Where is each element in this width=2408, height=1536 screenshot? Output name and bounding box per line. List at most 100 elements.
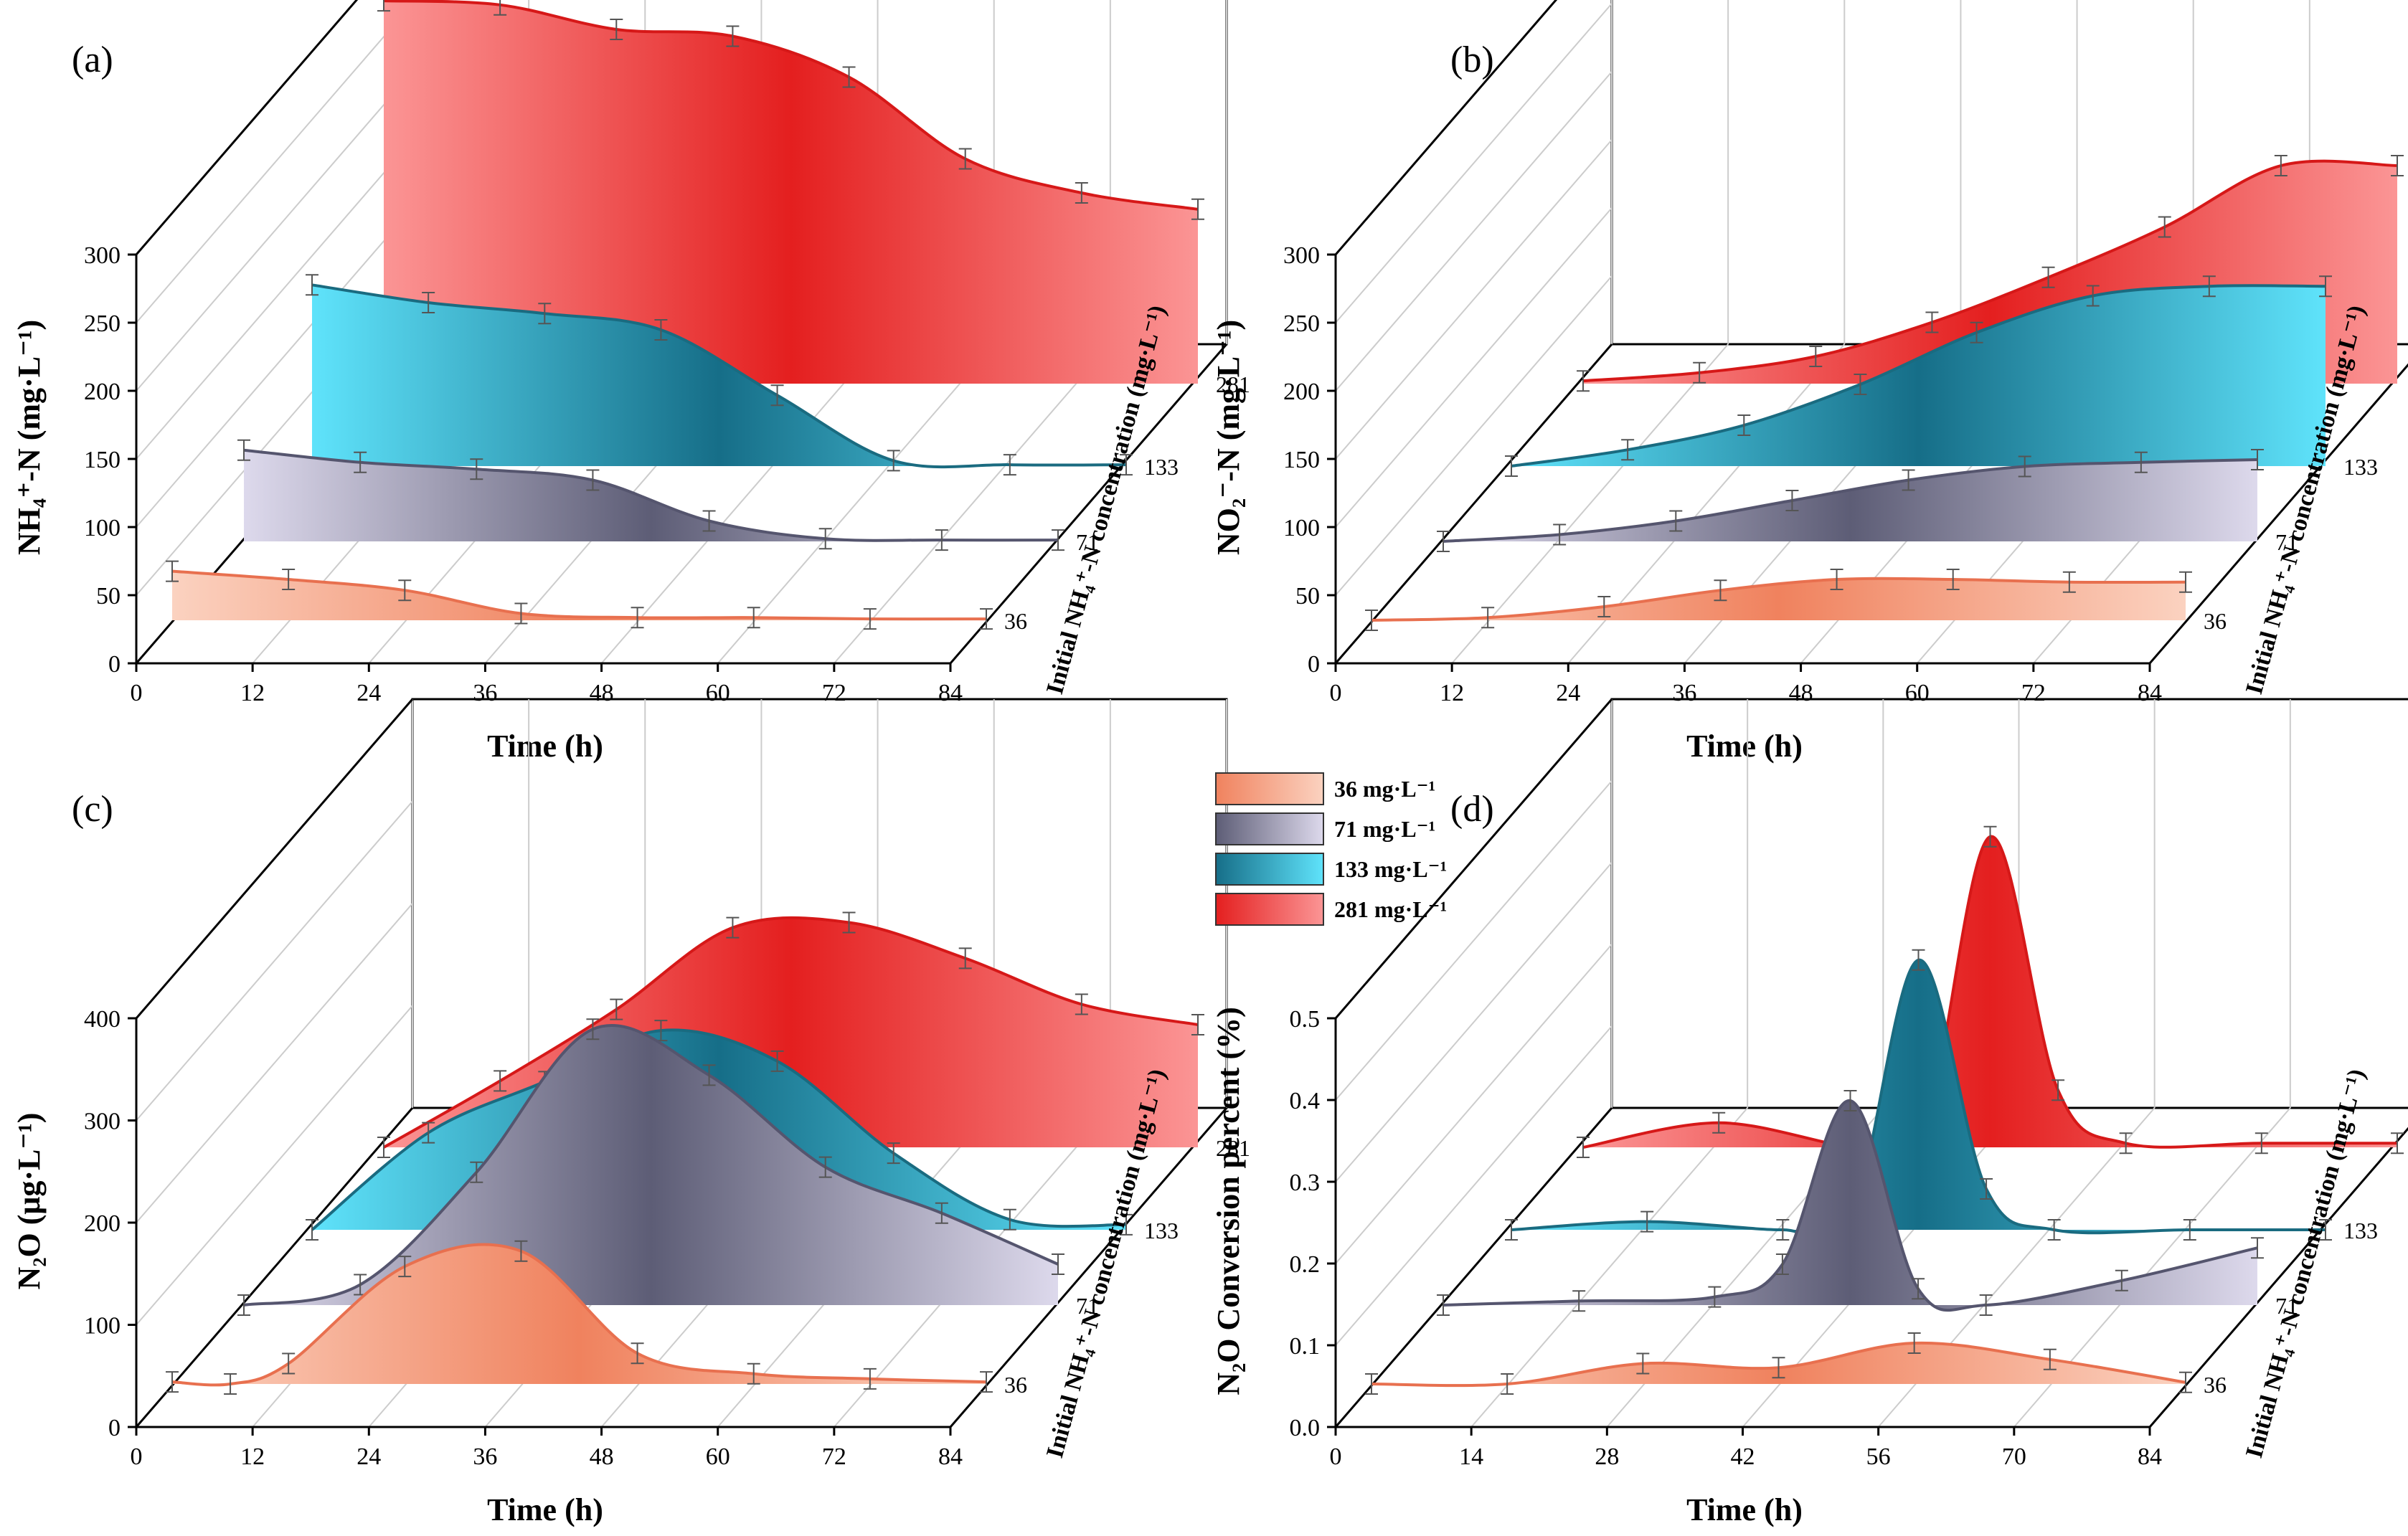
side-grid-y-4 (136, 71, 413, 392)
error-bar-133-0 (306, 1219, 318, 1241)
error-bar-71-2 (1708, 1286, 1722, 1308)
error-bar-133-3 (654, 319, 668, 341)
error-bar-133-7 (2319, 275, 2332, 298)
error-bar-133-2 (538, 303, 552, 325)
error-bar-36-1 (1501, 1373, 1514, 1395)
panel-label: (d) (1450, 789, 1494, 830)
error-bar-36-4 (631, 607, 644, 629)
series-36 (1365, 1332, 2192, 1395)
depth-label-71: 71 (2275, 1293, 2298, 1319)
error-bar-281-2 (610, 998, 623, 1020)
depth-label-133: 133 (2343, 1218, 2378, 1243)
series-133 (306, 274, 1133, 476)
error-bar-71-5 (1912, 1278, 1925, 1300)
error-bar-281-2 (610, 19, 623, 40)
x-tick-label-1: 12 (1440, 680, 1464, 706)
side-bottom-edge (135, 1107, 414, 1428)
error-bar-36-5 (631, 1342, 644, 1365)
error-bar-36-6 (747, 1362, 760, 1385)
error-bar-281-8 (2391, 1132, 2404, 1155)
error-bar-133-7 (2183, 1219, 2196, 1241)
error-bar-281-5 (958, 148, 972, 170)
panel-label: (b) (1450, 39, 1494, 80)
error-bar-36-2 (282, 1352, 296, 1375)
error-bar-71-4 (702, 1064, 716, 1086)
error-bar-133-1 (1640, 1210, 1654, 1233)
series-area-133 (1511, 285, 2326, 466)
side-grid-y-5 (136, 3, 413, 323)
y-axis-label: NH₄⁺-N (mg·L⁻¹) (11, 320, 47, 555)
error-bar-71-6 (935, 1202, 948, 1224)
legend-swatch-133 (1215, 853, 1324, 886)
side-grid-y-6 (136, 0, 358, 255)
error-bar-36-0 (1365, 1373, 1378, 1395)
legend-item-281: 281 mg·L⁻¹ (1215, 893, 1447, 926)
panel-a: 0 12 24 36 48 60 72 84 0 50 100 150 200 250 300 36 71 133… (11, 0, 1250, 764)
panel-c: 0 12 24 36 48 60 72 84 0 100 200 300 400 36 71 133 281 (… (11, 698, 1250, 1527)
series-line-71 (243, 448, 1059, 542)
depth-label-36: 36 (1004, 1372, 1027, 1398)
series-line-281 (383, 916, 1199, 1149)
x-tick-label-4: 56 (1866, 1443, 1891, 1470)
error-bar-36-2 (398, 579, 412, 602)
error-bar-281-0 (377, 0, 390, 12)
error-bar-36-3 (398, 1256, 412, 1278)
error-bar-133-1 (1621, 439, 1635, 461)
floor-grid-5 (717, 343, 995, 664)
side-top-edge (135, 698, 414, 1019)
side-grid-y-2 (136, 903, 413, 1223)
error-bar-71-3 (586, 1018, 600, 1040)
x-tick-label-7: 84 (938, 680, 963, 706)
y-tick-label-6: 300 (84, 242, 121, 269)
series-line-36 (171, 569, 987, 621)
x-tick-label-3: 42 (1731, 1443, 1755, 1470)
x-axis-label: Time (h) (487, 729, 603, 764)
x-tick-label-0: 0 (131, 680, 143, 706)
error-bar-36-5 (2043, 1348, 2057, 1370)
depth-axis-line (949, 1107, 1228, 1428)
series-layer (166, 0, 1204, 630)
y-tick-label-0: 0 (1308, 651, 1320, 678)
series-36 (166, 560, 993, 630)
series-line-133 (311, 1028, 1127, 1231)
x-tick-label-1: 12 (240, 1443, 265, 1470)
side-grid-y-4 (1335, 780, 1613, 1101)
y-axis-label: NO₂⁻-N (mg·L⁻¹) (1211, 320, 1246, 555)
side-grid-y-6 (1335, 0, 1557, 255)
legend-label-71: 71 mg·L⁻¹ (1334, 816, 1435, 842)
floor-grid-6 (834, 343, 1111, 664)
error-bar-281-4 (1983, 825, 1997, 848)
depth-axis-line (949, 343, 1228, 664)
error-bar-71-0 (1437, 1294, 1450, 1316)
y-tick-label-1: 50 (96, 583, 121, 610)
x-tick-label-5: 60 (706, 680, 730, 706)
legend-swatch-71 (1215, 812, 1324, 845)
error-bar-133-2 (1737, 414, 1751, 436)
side-grid-y-3 (136, 139, 413, 460)
error-bar-281-7 (1191, 1014, 1204, 1035)
series-line-71 (1443, 458, 2258, 543)
error-bar-281-4 (842, 66, 856, 88)
error-bar-281-0 (1577, 370, 1590, 392)
series-71 (1437, 1090, 2264, 1316)
series-line-281 (1582, 159, 2398, 383)
depth-label-36: 36 (1004, 608, 1027, 634)
series-line-36 (171, 1243, 987, 1387)
series-36 (166, 1240, 993, 1395)
error-bar-71-5 (2018, 455, 2031, 478)
y-tick-label-1: 50 (1295, 583, 1320, 610)
error-bar-36-0 (166, 1371, 179, 1393)
series-line-133 (1511, 284, 2326, 468)
error-bar-71-0 (1437, 531, 1450, 552)
series-71 (237, 1018, 1064, 1316)
error-bar-281-6 (1075, 993, 1088, 1015)
x-tick-label-5: 60 (706, 1443, 730, 1470)
y-axis-label: N₂O (μg·L⁻¹) (11, 1113, 47, 1290)
error-bar-71-7 (1052, 1253, 1064, 1275)
error-bar-281-1 (494, 0, 507, 16)
series-line-71 (243, 1024, 1059, 1307)
error-bar-36-1 (1481, 607, 1495, 629)
error-bar-133-3 (1854, 374, 1867, 395)
series-area-36 (1371, 578, 2186, 620)
y-tick-label-3: 300 (84, 1109, 121, 1135)
